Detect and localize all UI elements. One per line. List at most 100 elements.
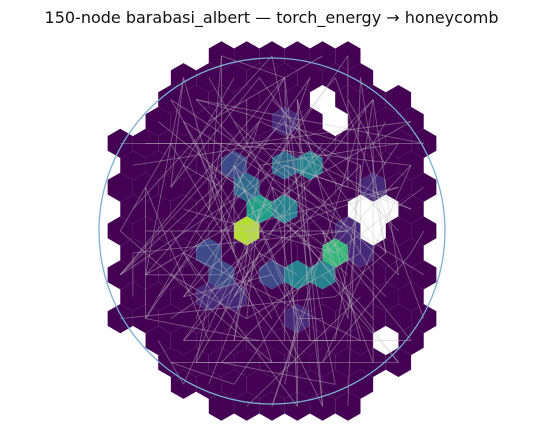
- hex-cell: [373, 282, 399, 312]
- hex-cell: [234, 391, 260, 421]
- hex-cell: [183, 260, 209, 290]
- hex-cell: [398, 106, 424, 137]
- hex-cell: [208, 347, 235, 377]
- graph-edge: [145, 186, 222, 276]
- hex-cell: [183, 347, 209, 377]
- hex-cell: [234, 304, 260, 334]
- hex-cell: [322, 238, 348, 268]
- graph-edge: [259, 142, 399, 166]
- hex-cell: [373, 106, 399, 137]
- hex-cell: [284, 347, 310, 377]
- graph-edge: [271, 186, 349, 232]
- hex-cell: [347, 325, 374, 356]
- graph-edge: [170, 274, 247, 319]
- hex-cell: [398, 238, 424, 268]
- hex-cell: [132, 216, 159, 246]
- graph-edge: [246, 296, 361, 407]
- graph-edge: [170, 143, 273, 319]
- graph-edge: [221, 164, 412, 363]
- hex-cell: [360, 128, 386, 158]
- hex-cell: [208, 128, 235, 158]
- hex-cell: [398, 282, 424, 312]
- graph-edge: [334, 252, 387, 298]
- hex-cell: [208, 85, 235, 115]
- hex-cell: [360, 85, 386, 115]
- hex-cell: [246, 63, 272, 93]
- hex-cell: [398, 325, 424, 356]
- graph-edge: [271, 99, 374, 232]
- graph-edge: [208, 164, 336, 254]
- graph-edge: [284, 121, 374, 276]
- hex-cell: [259, 304, 285, 334]
- hex-cell: [221, 63, 247, 93]
- hex-cell: [145, 238, 171, 268]
- hex-cell: [259, 85, 285, 115]
- hex-cell: [347, 150, 374, 180]
- hex-cell: [120, 238, 146, 268]
- hex-cell: [170, 194, 197, 224]
- graph-edge: [233, 209, 260, 341]
- hex-cell: [208, 260, 235, 290]
- graph-edge: [258, 77, 387, 254]
- graph-edge: [410, 230, 425, 254]
- graph-edge: [119, 121, 285, 276]
- graph-edge: [233, 143, 399, 385]
- graph-edge: [170, 77, 260, 188]
- hex-cell: [297, 63, 323, 93]
- hex-cell: [272, 194, 298, 224]
- hex-cell: [158, 172, 184, 202]
- graph-edge: [183, 274, 273, 298]
- hex-cell: [322, 150, 348, 180]
- hex-cell: [411, 216, 437, 246]
- hex-cell: [373, 150, 399, 180]
- graph-edge: [271, 142, 412, 210]
- hex-cell: [158, 260, 184, 290]
- graph-edge: [183, 208, 311, 341]
- graph-edge: [233, 165, 260, 341]
- hex-cell: [284, 216, 310, 246]
- hex-cell: [196, 63, 222, 93]
- hex-cell: [158, 304, 184, 334]
- graph-edge: [208, 252, 260, 385]
- hex-cell: [246, 369, 272, 399]
- graph-edge: [271, 55, 336, 385]
- hex-cell: [145, 325, 171, 356]
- hex-cell: [385, 304, 412, 334]
- graph-edge: [233, 165, 298, 319]
- graph-edge: [334, 186, 424, 254]
- hex-cell: [246, 282, 272, 312]
- hex-cell: [132, 128, 159, 158]
- hex-cell: [221, 106, 247, 137]
- hex-cell: [234, 347, 260, 377]
- graph-edge: [221, 142, 412, 166]
- hex-cell: [120, 194, 146, 224]
- hex-cell: [385, 172, 412, 202]
- hex-cell: [183, 216, 209, 246]
- graph-edge: [119, 143, 172, 232]
- hex-cell: [158, 216, 184, 246]
- graph-edge: [145, 77, 311, 319]
- hex-cell: [385, 128, 412, 158]
- graph-edge: [208, 77, 286, 210]
- hex-cell: [132, 304, 159, 334]
- graph-edge: [170, 77, 235, 188]
- hex-cell: [272, 63, 298, 93]
- graph-edge: [145, 121, 412, 276]
- hex-cell: [322, 325, 348, 356]
- graph-edge: [271, 186, 399, 232]
- graph-edge: [195, 99, 387, 298]
- graph-edge: [322, 252, 412, 363]
- hex-cell: [120, 282, 146, 312]
- hex-cell: [196, 325, 222, 356]
- graph-edge: [170, 230, 197, 276]
- hex-cell: [347, 106, 374, 137]
- graph-edge: [183, 77, 235, 254]
- hex-cell: [221, 238, 247, 268]
- graph-edge: [233, 208, 286, 297]
- hex-cell: [360, 304, 386, 334]
- hex-cell: [284, 172, 310, 202]
- graph-edge: [271, 187, 298, 319]
- hex-cell: [208, 172, 235, 202]
